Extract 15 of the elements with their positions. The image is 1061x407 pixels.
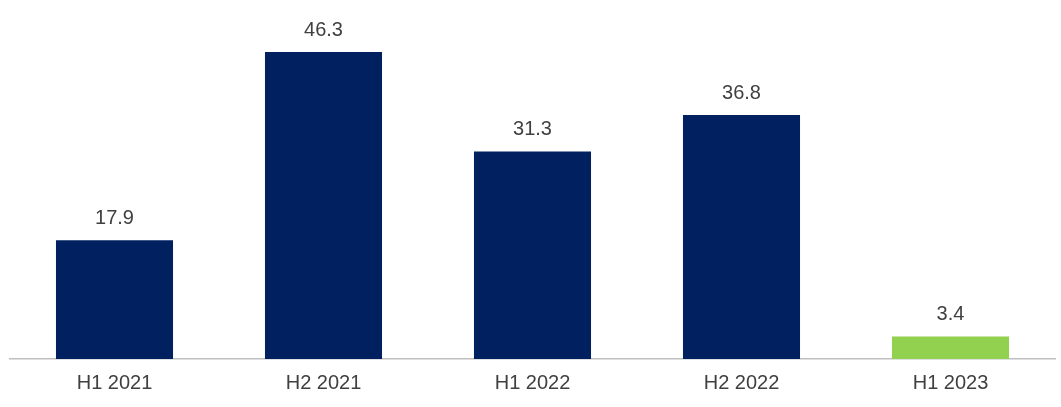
bar xyxy=(264,52,383,359)
bar xyxy=(891,336,1010,359)
x-tick-label: H1 2021 xyxy=(76,370,153,393)
data-label: 31.3 xyxy=(513,116,552,139)
x-tick-label: H2 2021 xyxy=(285,370,362,393)
data-label: 36.8 xyxy=(722,80,761,103)
bar xyxy=(473,151,592,359)
x-tick-label: H1 2022 xyxy=(494,370,571,393)
data-label: 17.9 xyxy=(95,205,134,228)
data-label: 46.3 xyxy=(304,17,343,40)
data-label: 3.4 xyxy=(936,301,965,324)
x-tick-label: H1 2023 xyxy=(912,370,989,393)
bar xyxy=(55,240,174,359)
bar xyxy=(682,114,801,359)
x-tick-label: H2 2022 xyxy=(703,370,780,393)
